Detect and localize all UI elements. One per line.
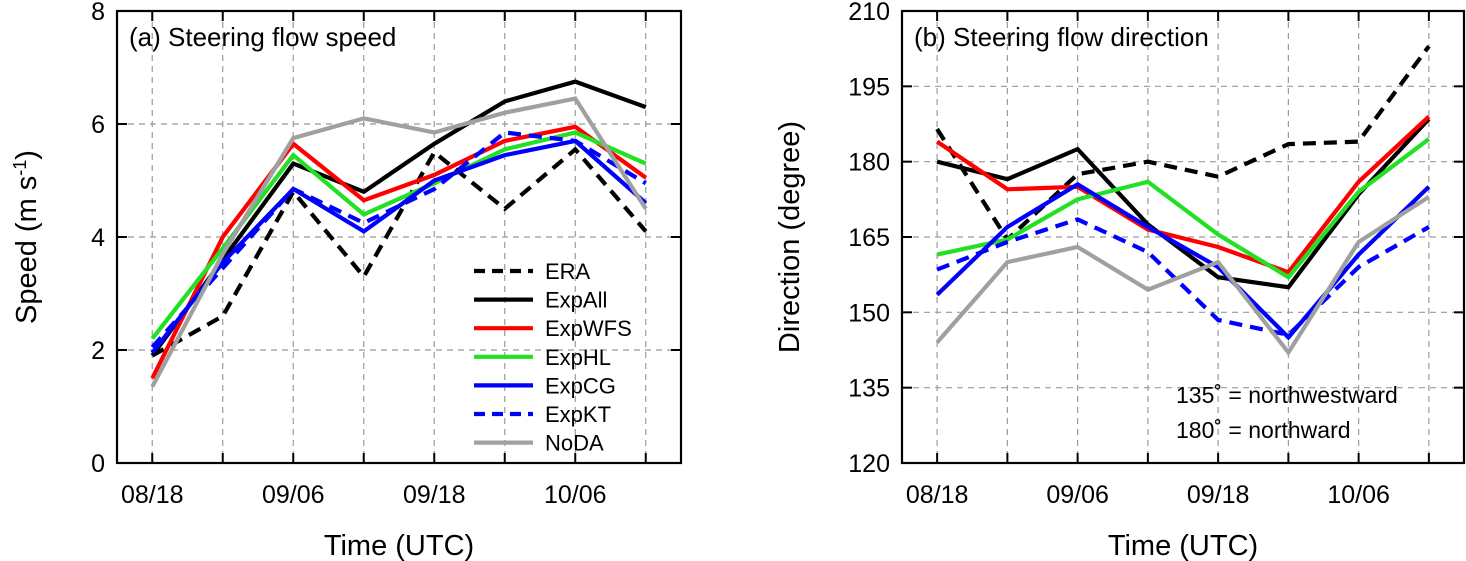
- a-x-axis-label: Time (UTC): [324, 530, 474, 561]
- legend-label-expcg: ExpCG: [545, 373, 616, 398]
- b-x-tick-label: 09/18: [1187, 481, 1250, 509]
- b-series-era: [935, 44, 1431, 243]
- b-y-tick-label: 120: [848, 450, 890, 478]
- b-series-expkt: [936, 217, 1430, 338]
- b-series-expall: [936, 117, 1431, 290]
- a-series-expkt: [150, 130, 647, 349]
- legend-label-noda: NoDA: [545, 431, 604, 456]
- legend-label-expall: ExpAll: [545, 288, 607, 313]
- legend-label-expkt: ExpKT: [545, 402, 611, 427]
- a-y-tick-label: 0: [91, 450, 105, 478]
- a-y-axis-label: Speed (m s-1): [10, 150, 43, 324]
- a-y-tick-label: 8: [91, 0, 105, 26]
- b-x-axis-label: Time (UTC): [1108, 530, 1258, 561]
- a-legend: ERA ExpAll ExpWFS ExpHL ExpCG ExpKT NoDA: [474, 259, 632, 456]
- b-chart-title: (b) Steering flow direction: [914, 22, 1209, 52]
- b-series-expwfs: [935, 114, 1431, 275]
- a-chart-title: (a) Steering flow speed: [129, 22, 396, 52]
- b-y-tick-label: 165: [848, 224, 890, 252]
- a-x-tick-label: 09/18: [403, 481, 466, 509]
- a-series-expwfs: [150, 124, 648, 380]
- legend-label-exphl: ExpHL: [545, 345, 611, 370]
- a-series-expall: [150, 79, 647, 357]
- a-x-tick-label: 10/06: [544, 481, 607, 509]
- b-y-tick-label: 150: [848, 299, 890, 327]
- a-y-tick-label: 6: [91, 111, 105, 139]
- b-x-tick-label: 09/06: [1046, 481, 1109, 509]
- b-y-tick-label: 195: [848, 73, 890, 101]
- a-x-tick-label: 09/06: [262, 481, 325, 509]
- a-plot-frame: [115, 9, 683, 465]
- b-series-exphl: [936, 137, 1431, 280]
- b-y-tick-label: 210: [848, 0, 890, 26]
- b-y-axis-label: Direction (degree): [774, 121, 806, 353]
- b-y-tick-label: 135: [848, 375, 890, 403]
- b-x-tick-label: 08/18: [906, 481, 969, 509]
- legend-label-era: ERA: [545, 259, 591, 284]
- chart-panel-b: 120 135 150 165 180 195 210 08/18 09/06 09/18 10/0…: [774, 0, 1466, 561]
- b-plot-frame: [900, 9, 1466, 465]
- a-y-tick-label: 4: [91, 224, 105, 252]
- a-series-noda: [150, 96, 648, 388]
- a-y-axis-label-sup: -1: [10, 160, 30, 176]
- a-series-expcg: [150, 138, 648, 355]
- b-y-tick-label: 180: [848, 149, 890, 177]
- a-y-tick-label: 2: [91, 337, 105, 365]
- chart-panel-a: 0 2 4 6 8 08/18 09/06 09/18 10/06 (a) Steering fl…: [10, 0, 683, 561]
- b-annotation: 180˚ = northward: [1176, 417, 1351, 443]
- b-annotation: 135˚ = northwestward: [1176, 382, 1398, 408]
- a-x-tick-label: 08/18: [121, 481, 184, 509]
- b-series-expcg: [935, 181, 1431, 341]
- b-series-noda: [935, 195, 1431, 357]
- a-series-era: [151, 146, 648, 358]
- legend-label-expwfs: ExpWFS: [545, 316, 632, 341]
- b-x-tick-label: 10/06: [1327, 481, 1390, 509]
